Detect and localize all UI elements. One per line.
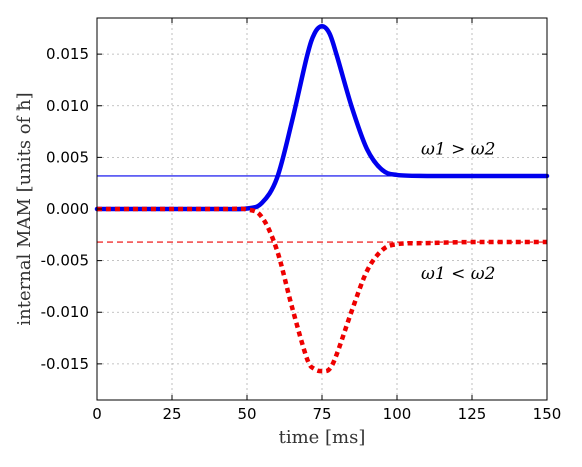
series-line-blue-thick bbox=[94, 24, 550, 212]
x-axis-label: time [ms] bbox=[279, 427, 366, 448]
x-tick-label: 150 bbox=[533, 405, 562, 423]
annotation-label: ω1 < ω2 bbox=[421, 264, 495, 284]
y-axis-label: internal MAM [units of ħ] bbox=[14, 92, 35, 325]
x-tick-label: 0 bbox=[92, 405, 102, 423]
x-tick-label: 125 bbox=[458, 405, 487, 423]
annotation-label: ω1 > ω2 bbox=[421, 139, 495, 159]
y-tick-label: -0.005 bbox=[41, 252, 89, 270]
y-tick-label: -0.015 bbox=[41, 355, 89, 373]
annotations: ω1 > ω2 ω1 < ω2 bbox=[421, 139, 495, 284]
x-tick-label: 25 bbox=[162, 405, 181, 423]
y-tick-label: 0.000 bbox=[46, 200, 89, 218]
x-tick-label: 75 bbox=[312, 405, 331, 423]
y-tick-label: 0.010 bbox=[46, 97, 89, 115]
y-tick-label: -0.010 bbox=[41, 303, 89, 321]
y-tick-label: 0.005 bbox=[46, 148, 89, 166]
x-tick-label: 50 bbox=[237, 405, 256, 423]
series-line-red-dotted bbox=[96, 206, 548, 374]
series-group bbox=[94, 24, 550, 374]
ticks: 0 25 50 75 100 125 150 0.015 0.010 0.005 0.000 -0.0… bbox=[41, 18, 562, 423]
y-tick-label: 0.015 bbox=[46, 45, 89, 63]
x-tick-label: 100 bbox=[383, 405, 412, 423]
